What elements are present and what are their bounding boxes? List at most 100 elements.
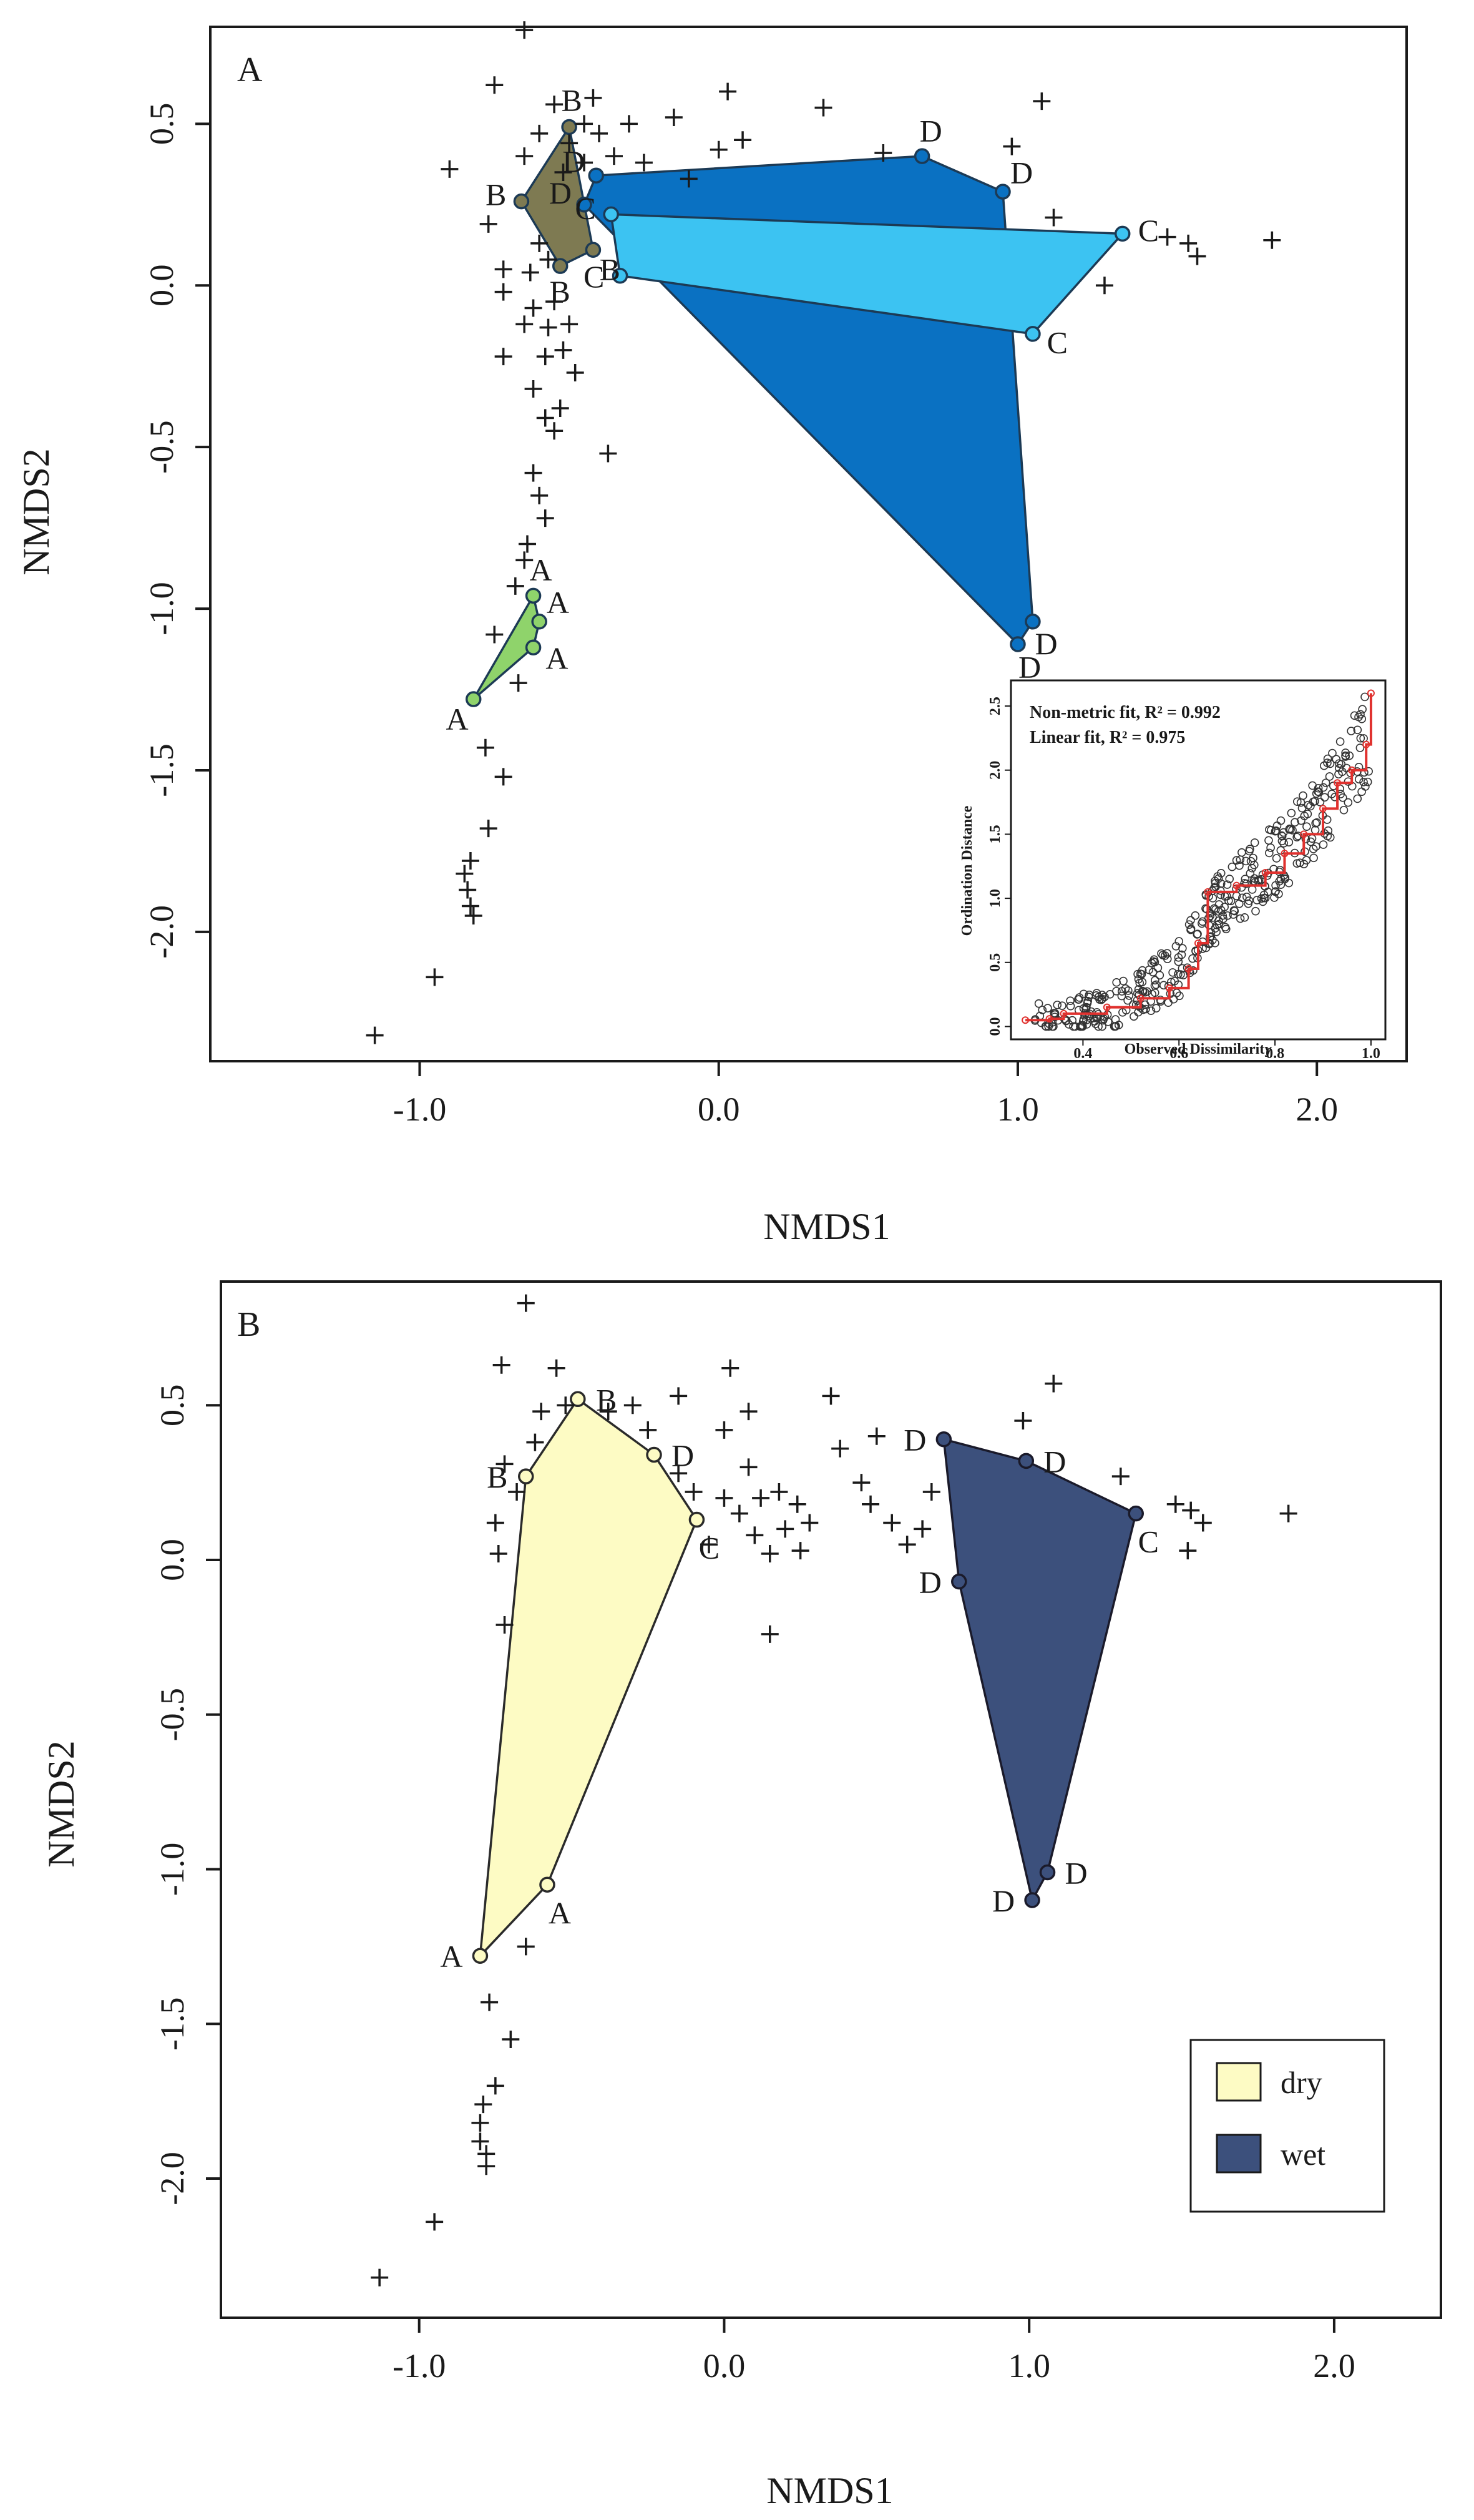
inset-point	[1125, 991, 1134, 1000]
inset-point	[1247, 863, 1257, 873]
panel-a-point	[590, 124, 608, 142]
inset-point	[1276, 880, 1286, 890]
panel-b-point	[1014, 1411, 1032, 1429]
inset-point	[1219, 914, 1228, 923]
inset-point	[1235, 899, 1244, 908]
inset-point	[1163, 949, 1172, 958]
inset-point	[1151, 1004, 1161, 1013]
panel-a-x-tick-label: -1.0	[393, 1091, 446, 1128]
panel-a-point	[1033, 92, 1051, 110]
inset-point	[1339, 805, 1349, 815]
panel-a-point	[575, 154, 593, 172]
panel-b-point	[526, 1433, 544, 1451]
panel-b-point	[492, 1356, 510, 1374]
panel-a-point	[605, 147, 623, 165]
panel-a-vertex-label: C	[575, 191, 595, 226]
panel-b-point	[486, 1514, 504, 1532]
panel-b-vertex-label: B	[487, 1459, 507, 1494]
panel-a-y-tick-label: -2.0	[143, 905, 180, 958]
panel-b-point	[752, 1489, 770, 1507]
panel-a-y-tick-label: -0.5	[143, 420, 180, 473]
legend: dry wet	[1189, 2039, 1385, 2213]
inset-fit-dot	[1261, 869, 1269, 877]
inset-point	[1226, 896, 1236, 906]
inset-point	[1163, 954, 1172, 963]
inset-point	[1271, 887, 1280, 896]
inset-point	[1156, 995, 1165, 1004]
panel-b-point	[862, 1495, 880, 1513]
inset-point	[1168, 968, 1177, 977]
panel-b-point	[852, 1474, 871, 1492]
inset-annotation-nonmetric: Non-metric fit, R² = 0.992	[1030, 703, 1221, 722]
inset-point	[1124, 986, 1133, 995]
inset-point	[1354, 775, 1364, 784]
panel-a-point	[1003, 137, 1021, 155]
panel-a-vertex-label: D	[920, 114, 942, 149]
inset-point	[1043, 1004, 1052, 1012]
panel-a-hull-vertex-B	[513, 193, 530, 210]
inset-point	[1229, 910, 1238, 919]
panel-a-point	[599, 444, 617, 463]
inset-point	[1297, 816, 1306, 825]
panel-a-point	[1179, 234, 1198, 252]
inset-x-tick-label: 0.6	[1169, 1046, 1188, 1062]
panel-a-vertex-label: C	[1138, 213, 1159, 248]
inset-point	[1191, 911, 1200, 920]
inset-x-tick-label: 1.0	[1362, 1046, 1380, 1062]
panel-b-point	[481, 1993, 499, 2011]
panel-b-point	[599, 1403, 617, 1421]
inset-point	[1292, 833, 1301, 841]
panel-b-point	[770, 1483, 788, 1501]
panel-a-hull-vertex-B	[552, 258, 569, 274]
panel-b-point	[1179, 1542, 1197, 1560]
panel-b-vertex-label: C	[699, 1531, 720, 1566]
inset-point	[1321, 778, 1330, 787]
inset-point	[1252, 896, 1262, 905]
inset-fit-dot	[1022, 1016, 1030, 1024]
inset-point	[1246, 869, 1255, 878]
panel-a-point	[530, 234, 549, 252]
inset-point	[1332, 755, 1341, 764]
panel-a-point	[1095, 277, 1113, 295]
panel-b-point	[1182, 1501, 1200, 1519]
panel-b-y-tick-label: 0.5	[154, 1384, 191, 1426]
panel-a-point	[494, 348, 512, 366]
panel-a-point	[560, 315, 578, 333]
panel-a-hull-vertex-D	[588, 167, 604, 184]
panel-a-y-axis-title: NMDS2	[16, 448, 57, 575]
inset-point	[1237, 883, 1246, 892]
panel-b-point	[1279, 1504, 1297, 1522]
panel-b-point	[761, 1545, 779, 1563]
inset-point	[1049, 1022, 1058, 1031]
panel-b-point	[822, 1387, 840, 1405]
legend-label-dry: dry	[1281, 2065, 1322, 2100]
panel-a-point	[494, 283, 512, 301]
panel-b-point	[508, 1483, 526, 1501]
panel-b-point	[532, 1403, 550, 1421]
panel-b-hull-vertex-wet	[935, 1431, 952, 1448]
panel-a-point	[486, 76, 504, 94]
panel-a-hull-vertex-A	[531, 614, 547, 630]
panel-a-point	[366, 1026, 384, 1044]
inset-fit-dot	[1362, 740, 1370, 748]
inset-point	[1271, 881, 1280, 890]
inset-point	[1241, 856, 1251, 866]
panel-b-point	[502, 2031, 520, 2049]
inset-point	[1323, 831, 1332, 841]
panel-b-point	[730, 1504, 748, 1522]
panel-b-vertex-label: D	[671, 1438, 694, 1473]
panel-a-point	[426, 968, 444, 986]
inset-point	[1265, 848, 1274, 858]
inset-point	[1267, 825, 1276, 835]
inset-point	[1206, 909, 1215, 918]
inset-point	[1266, 843, 1275, 852]
panel-a-label: A	[237, 51, 263, 89]
inset-point	[1170, 976, 1179, 986]
panel-b-vertex-label: D	[904, 1423, 926, 1458]
inset-point	[1314, 783, 1323, 793]
panel-a-point	[506, 577, 524, 595]
panel-a-vertex-label: D	[1035, 626, 1057, 661]
panel-b-point	[670, 1464, 688, 1483]
panel-a-point	[575, 115, 593, 133]
